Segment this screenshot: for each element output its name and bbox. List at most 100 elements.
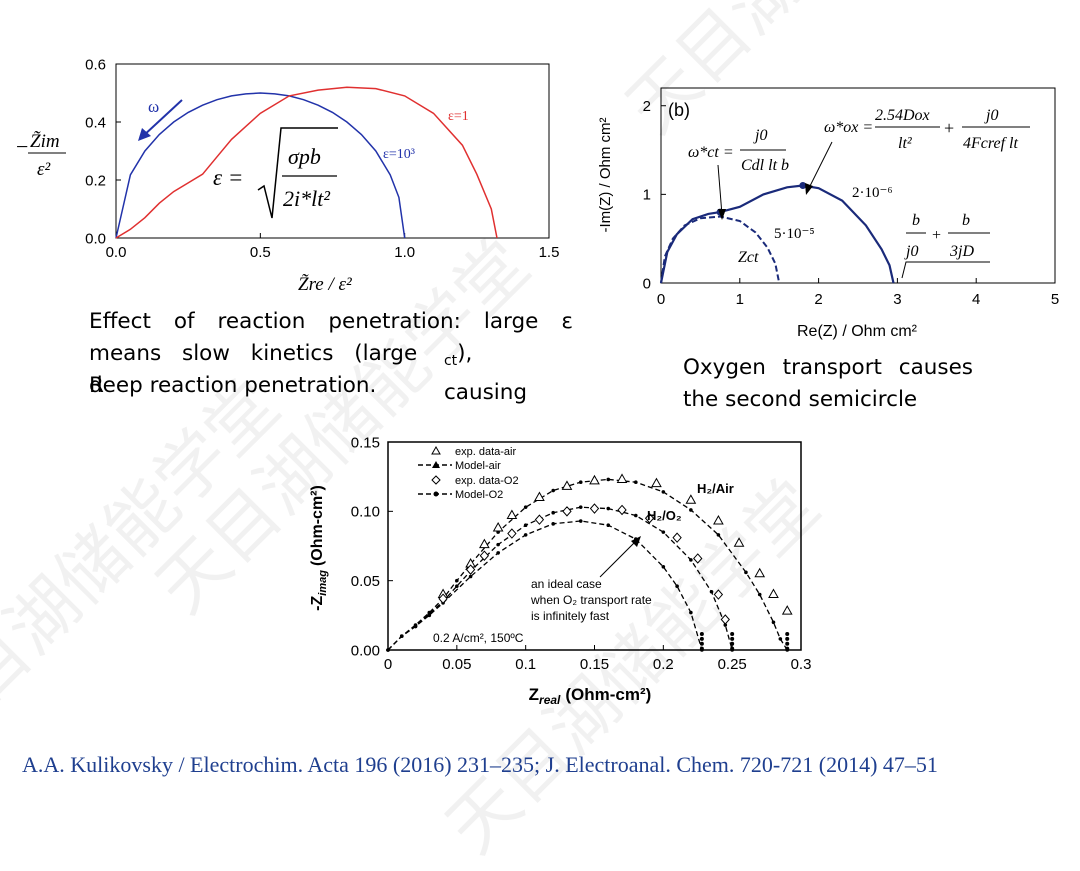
legend-item: Model-O2 bbox=[455, 489, 503, 501]
legend-marker-filltri bbox=[432, 461, 440, 468]
c3-y-tick-label: 0.15 bbox=[351, 434, 380, 451]
ideal-curve-point bbox=[468, 574, 473, 579]
xlabel: Z̃re / ε² bbox=[298, 274, 352, 295]
o2-end-point bbox=[730, 641, 735, 646]
j0-label: j0 bbox=[753, 127, 767, 144]
exp-o2-point bbox=[693, 553, 703, 564]
c3-y-tick-label: 0.00 bbox=[351, 642, 380, 659]
dox-num: 2.54Dox bbox=[875, 107, 930, 124]
model-o2-curve-point bbox=[496, 542, 500, 547]
legend-item: Model-air bbox=[455, 460, 501, 472]
c2-y-tick-label: 0 bbox=[643, 275, 651, 292]
c3-x-tick-label: 0 bbox=[384, 656, 392, 673]
exp-o2-point bbox=[465, 564, 476, 575]
value-2e-6: 2·10⁻⁶ bbox=[852, 185, 893, 201]
right-caption-line2: the second semicircle bbox=[683, 387, 918, 412]
ylabel: -Zimag (Ohm-cm²) bbox=[309, 485, 329, 611]
exp-o2-point bbox=[562, 506, 572, 517]
series-label-eps-1: ε=1 bbox=[448, 109, 469, 124]
b2-label: b bbox=[962, 212, 970, 229]
model-air-curve-point bbox=[689, 508, 693, 512]
exp-o2-point bbox=[713, 589, 724, 600]
c1-y-tick-label: 0.0 bbox=[85, 230, 106, 247]
exp-air-point bbox=[781, 605, 793, 615]
diffusion-bracket bbox=[901, 261, 990, 279]
legend: exp. data-air Model-air exp. data-O2 Mod… bbox=[418, 445, 519, 501]
plus-sign: + bbox=[944, 118, 954, 138]
model-air-curve-point bbox=[716, 533, 721, 537]
value-5e-5: 5·10⁻⁵ bbox=[774, 226, 815, 242]
model-o2-curve-point bbox=[551, 510, 555, 515]
c2-x-tick-label: 5 bbox=[1051, 291, 1059, 308]
ideal-end-point bbox=[699, 632, 704, 637]
ideal-curve bbox=[387, 520, 703, 651]
exp-air-point bbox=[651, 477, 662, 488]
o2-end-point bbox=[730, 646, 735, 651]
ideal-curve-point bbox=[689, 610, 693, 615]
exp-air-point bbox=[616, 473, 628, 483]
series-label-eps-1000: ε=10³ bbox=[383, 147, 415, 162]
curve-eps-1 bbox=[115, 86, 498, 239]
omega-arrowhead bbox=[138, 128, 151, 141]
exp-o2-point bbox=[617, 504, 627, 516]
ideal-curve-point bbox=[661, 565, 666, 569]
formula-num: σpb bbox=[288, 144, 321, 169]
caption-part-b: ct), causing bbox=[444, 338, 573, 409]
impedance-chart: 0 0.05 0.1 0.15 0.2 0.25 0.3 0.00 0.05 0.10 0.15 e… bbox=[309, 434, 812, 707]
epsilon-formula: ε = σpb 2i*lt² bbox=[213, 127, 338, 219]
left-caption-line1: Effect of reaction penetration: large ε bbox=[89, 309, 573, 334]
air-end-point bbox=[785, 636, 790, 641]
ideal-label: when O₂ transport rate bbox=[530, 593, 652, 607]
xlabel-sub: real bbox=[539, 693, 561, 707]
air-end-point bbox=[785, 641, 790, 646]
caption-tail: ), causing bbox=[443, 341, 528, 405]
model-air-curve bbox=[387, 478, 788, 651]
exp-air-point bbox=[685, 494, 697, 504]
model-air-curve-point bbox=[606, 477, 611, 482]
model-air-curve-point bbox=[551, 488, 555, 493]
omega-arrow bbox=[141, 99, 183, 138]
air-end-point bbox=[785, 632, 790, 637]
model-o2-curve-point bbox=[709, 589, 714, 594]
c2-x-tick-label: 0 bbox=[657, 291, 665, 308]
ideal-pointer-head bbox=[631, 536, 641, 547]
model-o2-curve-point bbox=[455, 584, 459, 589]
j0c-label: j0 bbox=[904, 243, 918, 260]
ylabel-sub: imag bbox=[317, 570, 329, 596]
ideal-curve-point bbox=[551, 522, 555, 526]
dox-den: lt² bbox=[898, 135, 913, 152]
model-air-curve-point bbox=[757, 592, 762, 597]
c3-x-tick-label: 0.05 bbox=[442, 656, 471, 673]
model-o2-curve-point bbox=[661, 530, 666, 534]
xlabel: Re(Z) / Ohm cm² bbox=[797, 323, 918, 340]
exp-o2-point bbox=[534, 514, 545, 525]
ideal-curve-point bbox=[427, 613, 432, 618]
model-air-curve-point bbox=[778, 637, 783, 641]
oxygen-transport-chart: 0 1 2 3 4 5 0 1 2 (b) -Im(Z) / Ohm cm² Re(Z) / O… bbox=[597, 87, 1059, 340]
ox-pointer-head bbox=[805, 183, 813, 195]
left-caption-line3: deep reaction penetration. bbox=[89, 373, 377, 398]
c2-plot-frame bbox=[660, 87, 1056, 284]
model-o2-curve-point bbox=[634, 513, 638, 518]
exp-air-point bbox=[754, 567, 766, 578]
c3-x-tick-label: 0.15 bbox=[580, 656, 609, 673]
c3-x-tick-label: 0.2 bbox=[653, 656, 674, 673]
c1-y-tick-label: 0.6 bbox=[85, 56, 106, 73]
ct-pointer bbox=[717, 164, 723, 216]
model-air-curve-point bbox=[744, 570, 748, 575]
exp-o2-point bbox=[479, 550, 490, 561]
exp-air-point bbox=[492, 521, 504, 532]
exp-air-point bbox=[713, 515, 724, 525]
c3-x-tick-label: 0.3 bbox=[791, 656, 812, 673]
model-air-curve-point bbox=[661, 490, 666, 494]
label-air: H₂/Air bbox=[697, 481, 734, 496]
model-o2-curve-point bbox=[578, 505, 583, 509]
c1-x-tick-label: 1.0 bbox=[394, 244, 415, 261]
c1-x-tick-label: 0.0 bbox=[106, 244, 127, 261]
legend-marker-diamond bbox=[431, 475, 441, 485]
b1-label: b bbox=[912, 212, 920, 229]
formula-sqrt bbox=[257, 127, 338, 219]
o2-end-point bbox=[730, 632, 735, 637]
ylabel-den: ε² bbox=[37, 159, 50, 180]
exp-air-point bbox=[479, 538, 490, 549]
